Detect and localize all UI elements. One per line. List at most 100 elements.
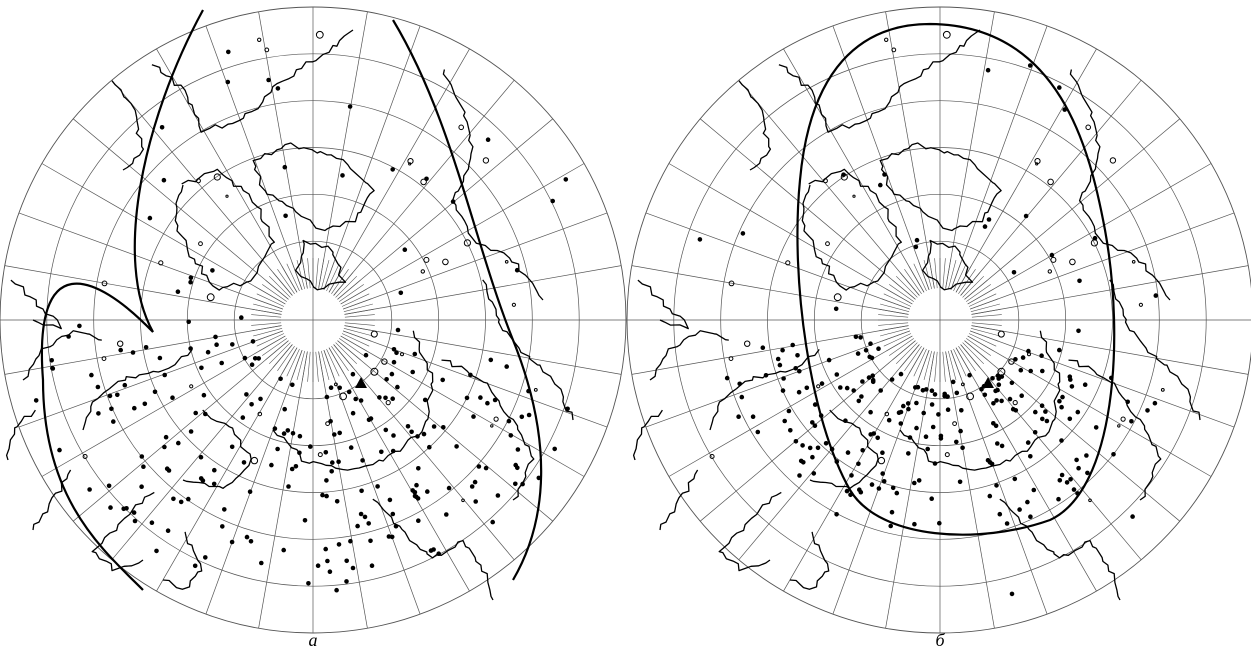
island (852, 194, 856, 198)
meridian-line (631, 265, 909, 315)
island (458, 124, 465, 131)
coastlines-b (632, 29, 1201, 601)
station-point (1028, 514, 1033, 519)
station-point (838, 385, 843, 390)
island (744, 340, 751, 347)
pole-spoke (945, 351, 952, 382)
pole-spoke (918, 261, 930, 291)
station-point (858, 335, 863, 340)
island (997, 330, 1005, 338)
station-point (324, 493, 329, 499)
station-point (815, 445, 821, 451)
station-point (504, 364, 510, 369)
map-panel-b: б (626, 6, 1251, 650)
station-point (368, 538, 373, 544)
station-point (353, 396, 359, 402)
station-point (990, 376, 995, 381)
station-point (913, 244, 919, 250)
meridian-line (328, 48, 470, 293)
island (511, 302, 517, 307)
station-point (739, 394, 745, 400)
station-point (1145, 408, 1150, 413)
station-point (736, 414, 741, 420)
station-point (285, 428, 291, 433)
meridian-line (971, 325, 1249, 375)
pole-spoke (966, 284, 991, 302)
station-point (107, 393, 113, 399)
station-point (942, 391, 947, 397)
station-point (108, 505, 113, 510)
station-point (795, 353, 800, 358)
station-point (929, 496, 934, 502)
station-point (881, 479, 887, 484)
coastline (22, 330, 102, 381)
station-point (444, 512, 449, 517)
station-point (1125, 399, 1130, 405)
station-point (390, 396, 396, 402)
station-point (1057, 347, 1062, 353)
station-point (282, 406, 288, 412)
station-point (402, 247, 408, 252)
pole-spoke (967, 288, 994, 305)
station-point (855, 351, 861, 356)
station-point (793, 439, 799, 444)
coastline (921, 239, 974, 291)
coastline (111, 80, 145, 171)
station-point (775, 356, 781, 362)
coastlines-a (5, 29, 574, 601)
station-point (186, 496, 191, 502)
coastline (82, 349, 193, 431)
island (833, 293, 842, 302)
station-point (526, 412, 532, 418)
station-point (1049, 252, 1055, 258)
station-point (1075, 491, 1080, 496)
island (490, 424, 494, 428)
island (158, 260, 164, 266)
station-point (259, 560, 264, 566)
pole-spoke (335, 342, 358, 365)
station-point (226, 49, 231, 55)
station-point (405, 424, 411, 429)
station-point (242, 355, 248, 361)
pole-spoke (878, 325, 909, 332)
station-point (697, 237, 703, 242)
station-point (229, 444, 235, 450)
island (315, 30, 324, 39)
station-point (414, 482, 419, 488)
station-point (362, 514, 368, 520)
station-point (930, 424, 936, 430)
meridian-line (258, 351, 308, 629)
station-point (492, 397, 498, 403)
station-point (929, 402, 935, 407)
station-point (807, 445, 813, 451)
station-point (929, 388, 935, 394)
station-point (355, 523, 360, 529)
station-point (780, 388, 786, 393)
station-point (1043, 409, 1048, 414)
pole-spoke (344, 325, 375, 332)
station-point (843, 418, 848, 424)
station-point (1082, 382, 1088, 388)
station-point (415, 434, 420, 439)
coastline (649, 330, 729, 381)
station-point (860, 379, 865, 384)
pole-spoke (331, 346, 349, 371)
pole-spoke (880, 328, 910, 337)
island (82, 454, 88, 459)
pole-spoke (272, 344, 293, 368)
coastline (1068, 359, 1162, 501)
station-point (175, 289, 181, 295)
station-point (833, 306, 839, 312)
station-point (856, 461, 861, 467)
pole-spoke (928, 351, 935, 382)
station-point (412, 351, 418, 357)
station-point (350, 565, 356, 571)
station-point (471, 414, 476, 419)
pole-spoke (892, 279, 916, 300)
station-point (515, 447, 521, 452)
station-point (350, 410, 356, 416)
boundary-line-b (796, 22, 1116, 536)
station-point (377, 395, 382, 400)
station-point (286, 484, 291, 489)
station-point (1057, 85, 1062, 90)
